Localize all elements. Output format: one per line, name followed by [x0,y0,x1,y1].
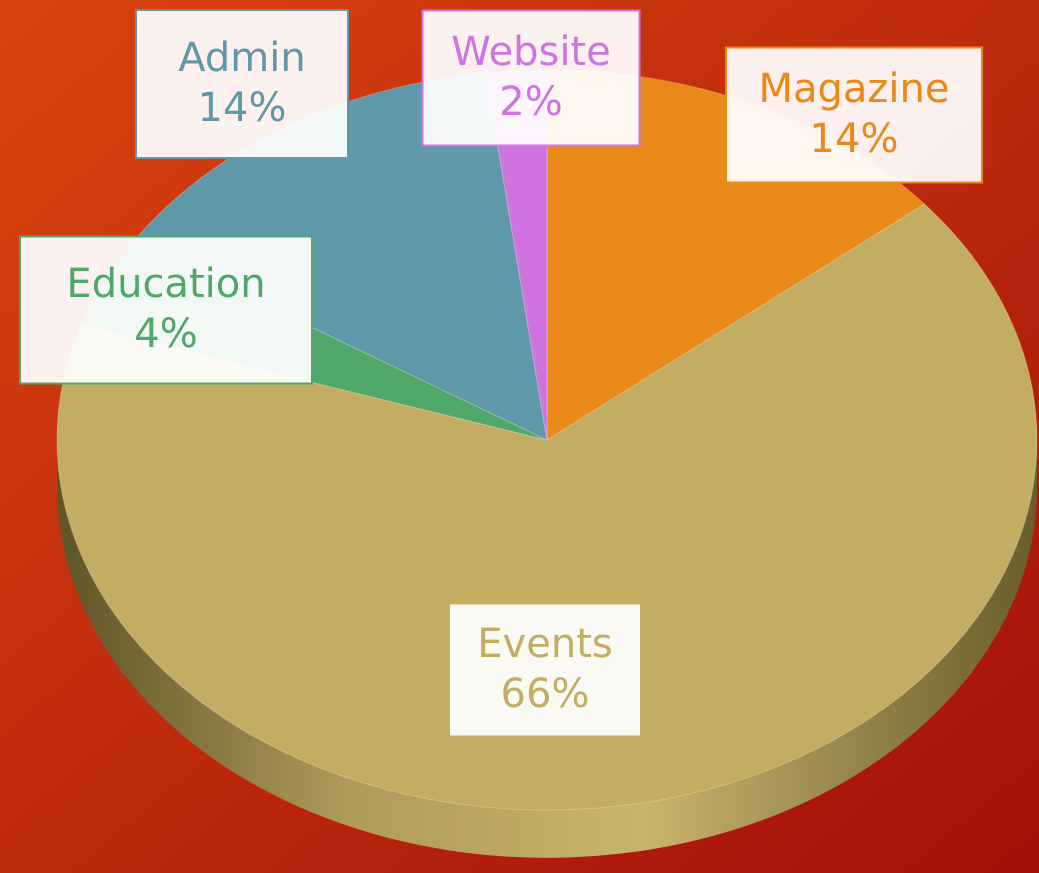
label-category: Education [66,261,265,307]
label-value: 14% [198,85,287,131]
label-category: Admin [178,35,305,81]
label-box [135,9,349,159]
pie-slice [56,203,1038,811]
label-value: 66% [501,671,590,717]
label-category: Magazine [759,66,950,112]
label-category: Website [451,29,610,75]
label-box [725,46,983,184]
label-value: 2% [499,79,562,125]
label-box [421,9,641,147]
label-box [19,235,313,385]
label-value: 14% [810,116,899,162]
label-value: 4% [134,311,197,357]
label-box [448,602,642,738]
label-category: Events [477,621,612,667]
